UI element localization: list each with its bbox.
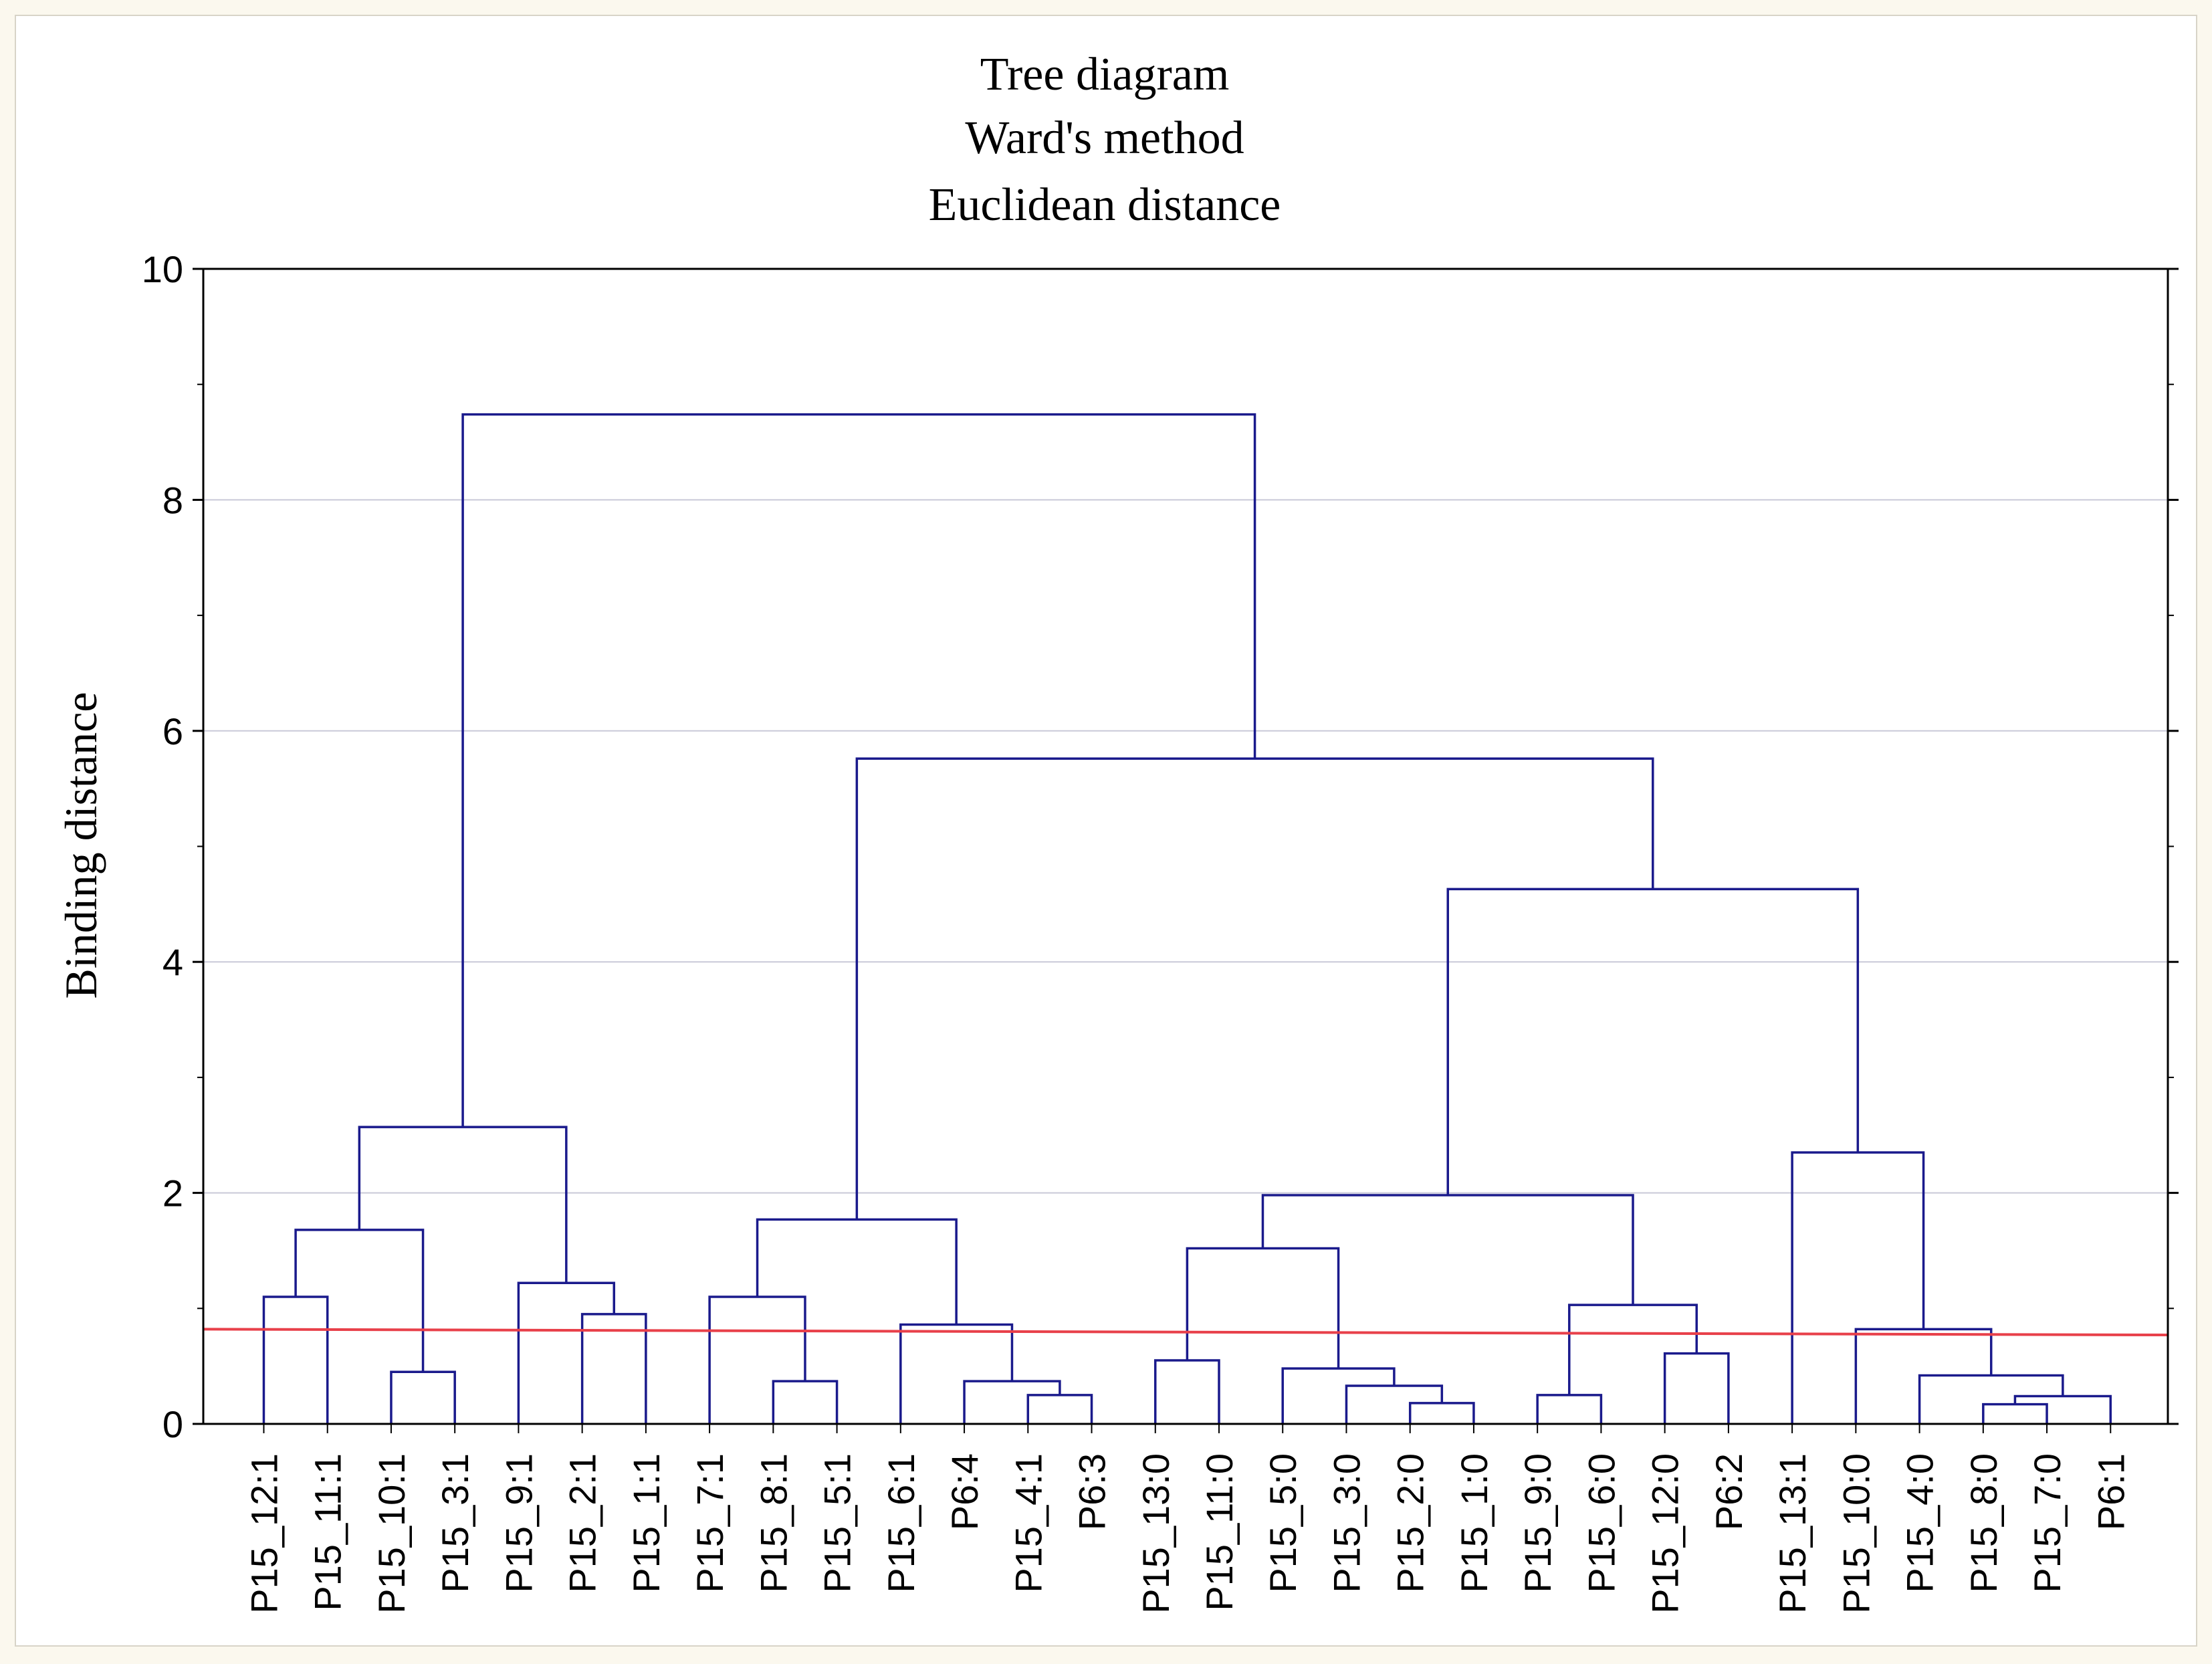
dendrogram-link bbox=[1026, 1394, 1093, 1424]
leaf-label: P15_10:0 bbox=[1835, 1453, 1877, 1614]
dendrogram-link bbox=[1918, 1374, 2064, 1424]
dendrogram-link bbox=[294, 1229, 425, 1372]
dendrogram-link bbox=[1536, 1394, 1603, 1424]
leaf-label: P15_8:1 bbox=[752, 1453, 794, 1593]
dendrogram-link bbox=[390, 1370, 456, 1424]
dendrogram-link bbox=[1186, 1247, 1340, 1369]
dendrogram-link bbox=[963, 1380, 1061, 1424]
leaf-label: P15_10:1 bbox=[370, 1453, 413, 1614]
leaf-label: P15_5:1 bbox=[816, 1453, 859, 1593]
dendrogram-link bbox=[1446, 888, 1860, 1196]
dendrogram-link bbox=[1791, 1151, 1925, 1424]
dendrogram-link bbox=[1281, 1367, 1396, 1424]
leaf-label: P15_9:1 bbox=[497, 1453, 540, 1593]
dendrogram-link bbox=[461, 413, 1256, 1128]
leaf-label: P6:2 bbox=[1708, 1453, 1750, 1530]
dendrogram-link bbox=[772, 1380, 839, 1424]
leaf-label: P15_1:0 bbox=[1453, 1453, 1495, 1593]
y-axis-ticks: 0 2 4 6 8 10 bbox=[142, 248, 2179, 1445]
leaf-label: P15_9:0 bbox=[1517, 1453, 1559, 1593]
dendrogram-link bbox=[262, 1295, 329, 1424]
cut-line bbox=[203, 1328, 2169, 1337]
dendrogram-link bbox=[580, 1313, 647, 1424]
y-tick-label: 8 bbox=[162, 479, 183, 521]
title-line-1: Tree diagram bbox=[980, 49, 1230, 100]
y-tick-label: 4 bbox=[162, 941, 183, 983]
y-tick-label: 2 bbox=[162, 1172, 183, 1215]
leaf-label: P15_1:1 bbox=[625, 1453, 667, 1593]
dendrogram-link bbox=[1854, 1328, 1993, 1424]
leaf-label: P6:4 bbox=[944, 1453, 986, 1530]
chart-frame: Tree diagram Ward's method Euclidean dis… bbox=[15, 15, 2197, 1647]
dendrogram-link bbox=[1154, 1359, 1220, 1424]
dendrogram-link bbox=[1663, 1352, 1730, 1424]
leaf-label: P6:3 bbox=[1071, 1453, 1113, 1530]
title-line-2: Ward's method bbox=[965, 112, 1244, 164]
leaf-label: P15_2:0 bbox=[1390, 1453, 1432, 1593]
leaf-label: P15_2:1 bbox=[562, 1453, 604, 1593]
leaf-label: P15_11:0 bbox=[1198, 1453, 1240, 1611]
cut-line-layer bbox=[203, 1328, 2169, 1337]
dendrogram-link bbox=[517, 1281, 616, 1424]
y-tick-label: 10 bbox=[142, 248, 183, 290]
y-tick-label: 0 bbox=[162, 1403, 183, 1445]
dendrogram-link bbox=[358, 1126, 568, 1283]
dendrogram-link bbox=[756, 1218, 958, 1325]
leaf-label: P15_6:1 bbox=[880, 1453, 922, 1593]
leaf-label: P15_3:0 bbox=[1325, 1453, 1367, 1593]
leaf-label: P15_7:0 bbox=[2026, 1453, 2068, 1593]
leaf-label: P15_12:1 bbox=[243, 1453, 285, 1614]
dendrogram-link bbox=[899, 1323, 1014, 1424]
leaf-label: P6:1 bbox=[2090, 1453, 2132, 1530]
grid-lines bbox=[203, 499, 2168, 1194]
dendrogram-link bbox=[1568, 1304, 1698, 1395]
leaf-label: P15_8:0 bbox=[1963, 1453, 2005, 1593]
dendrogram-link bbox=[1982, 1402, 2048, 1424]
title-line-3: Euclidean distance bbox=[929, 179, 1281, 231]
leaf-label: P15_4:1 bbox=[1007, 1453, 1049, 1593]
leaf-label: P15_11:1 bbox=[307, 1453, 349, 1611]
dendrogram-link bbox=[855, 757, 1654, 1220]
plot-area-border bbox=[202, 268, 2169, 1425]
dendrogram-link bbox=[1408, 1402, 1475, 1424]
leaf-label: P15_5:0 bbox=[1262, 1453, 1304, 1593]
leaf-label: P15_7:1 bbox=[689, 1453, 731, 1593]
dendrogram-chart: Tree diagram Ward's method Euclidean dis… bbox=[56, 49, 2179, 1614]
leaf-label: P15_13:0 bbox=[1135, 1453, 1177, 1614]
dendrogram-link bbox=[2013, 1394, 2112, 1424]
dendrogram-link bbox=[1345, 1384, 1444, 1424]
leaf-label: P15_13:1 bbox=[1771, 1453, 1813, 1614]
y-tick-label: 6 bbox=[162, 710, 183, 752]
dendrogram-link bbox=[708, 1295, 806, 1424]
leaf-label: P15_6:0 bbox=[1580, 1453, 1622, 1593]
dendrogram-tree bbox=[262, 413, 2112, 1424]
leaf-label: P15_3:1 bbox=[434, 1453, 476, 1593]
chart-title: Tree diagram Ward's method Euclidean dis… bbox=[929, 49, 1281, 231]
leaf-label: P15_12:0 bbox=[1644, 1453, 1686, 1614]
y-axis-label: Binding distance bbox=[56, 692, 106, 999]
leaf-labels: P15_12:1 P15_11:1 P15_10:1 P15_3:1 P15_9:1 P1… bbox=[243, 1424, 2132, 1614]
dendrogram-link bbox=[1261, 1194, 1634, 1306]
leaf-label: P15_4:0 bbox=[1899, 1453, 1941, 1593]
